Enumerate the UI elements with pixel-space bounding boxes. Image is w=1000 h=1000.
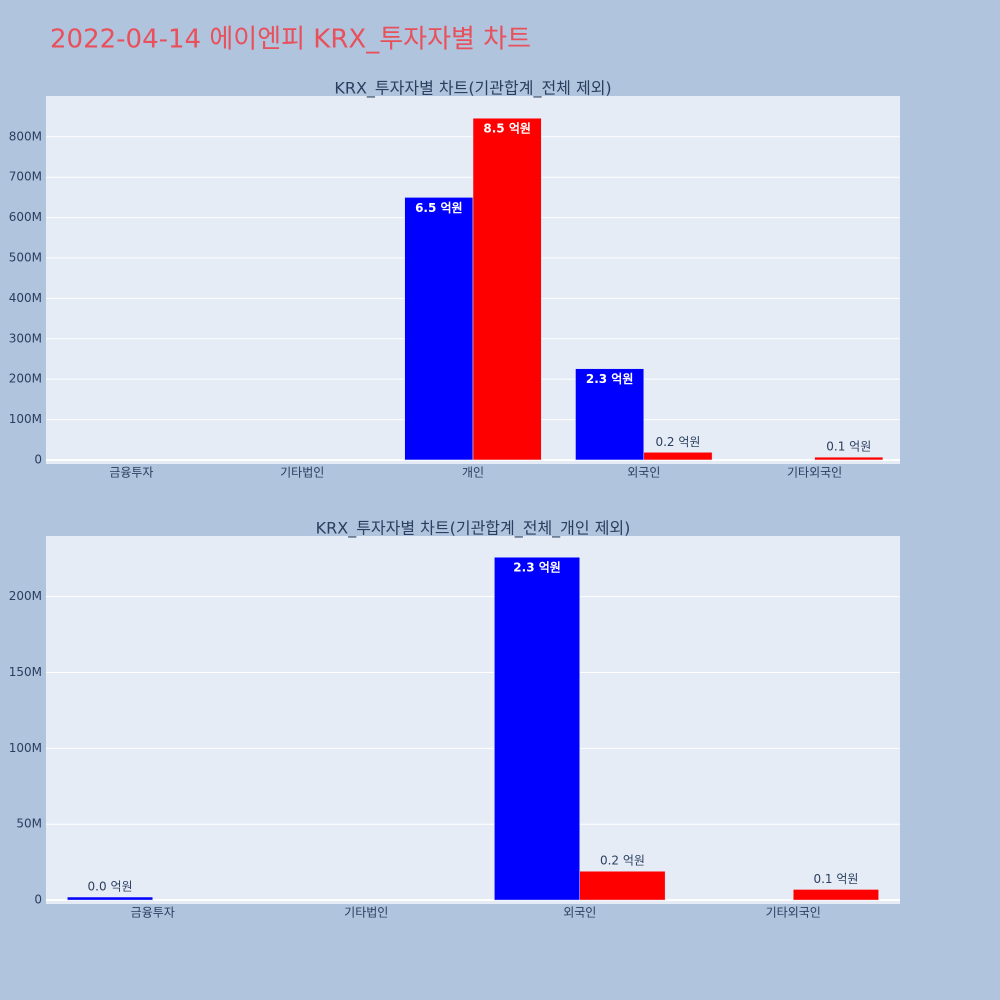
- value-label: 0.1 억원: [813, 872, 858, 886]
- value-label: 2.3 억원: [586, 372, 634, 386]
- x-tick-label: 외국인: [563, 906, 596, 920]
- y-tick-label: 600M: [9, 210, 42, 224]
- bar: [814, 456, 884, 461]
- y-tick-label: 200M: [9, 589, 42, 603]
- y-tick-label: 150M: [9, 665, 42, 679]
- bar: [793, 889, 879, 901]
- y-tick-label: 100M: [9, 412, 42, 426]
- value-label: 6.5 억원: [415, 201, 463, 215]
- y-tick-label: 700M: [9, 170, 42, 184]
- x-tick-label: 기타외국인: [787, 466, 842, 480]
- y-tick-label: 0: [34, 893, 42, 907]
- value-label: 2.3 억원: [513, 561, 561, 575]
- bar: [67, 896, 153, 901]
- x-tick-label: 기타법인: [344, 906, 388, 920]
- x-tick-label: 개인: [462, 466, 484, 480]
- y-tick-label: 200M: [9, 372, 42, 386]
- value-label: 0.1 억원: [826, 440, 871, 454]
- x-tick-label: 기타외국인: [766, 906, 821, 920]
- y-tick-label: 50M: [16, 817, 42, 831]
- x-tick-label: 외국인: [627, 466, 660, 480]
- chart-title: KRX_투자자별 차트(기관합계_전체 제외): [334, 79, 611, 99]
- value-label: 0.0 억원: [88, 880, 133, 894]
- y-tick-label: 0: [34, 452, 42, 466]
- bar: [472, 117, 542, 461]
- bar: [404, 197, 474, 461]
- y-tick-label: 800M: [9, 129, 42, 143]
- value-label: 8.5 억원: [483, 122, 531, 136]
- value-label: 0.2 억원: [655, 435, 700, 449]
- value-label: 0.2 억원: [600, 854, 645, 868]
- page-title: 2022-04-14 에이엔피 KRX_투자자별 차트: [50, 25, 531, 55]
- bar: [643, 452, 713, 461]
- bar: [494, 556, 581, 901]
- y-tick-label: 300M: [9, 331, 42, 345]
- plot-area: [46, 536, 900, 904]
- bar: [579, 870, 666, 901]
- chart-title: KRX_투자자별 차트(기관합계_전체_개인 제외): [316, 519, 631, 539]
- bar: [575, 368, 645, 461]
- y-tick-label: 100M: [9, 741, 42, 755]
- y-tick-label: 400M: [9, 291, 42, 305]
- y-tick-label: 500M: [9, 250, 42, 264]
- x-tick-label: 기타법인: [280, 466, 324, 480]
- x-tick-label: 금융투자: [131, 906, 175, 920]
- x-tick-label: 금융투자: [109, 466, 153, 480]
